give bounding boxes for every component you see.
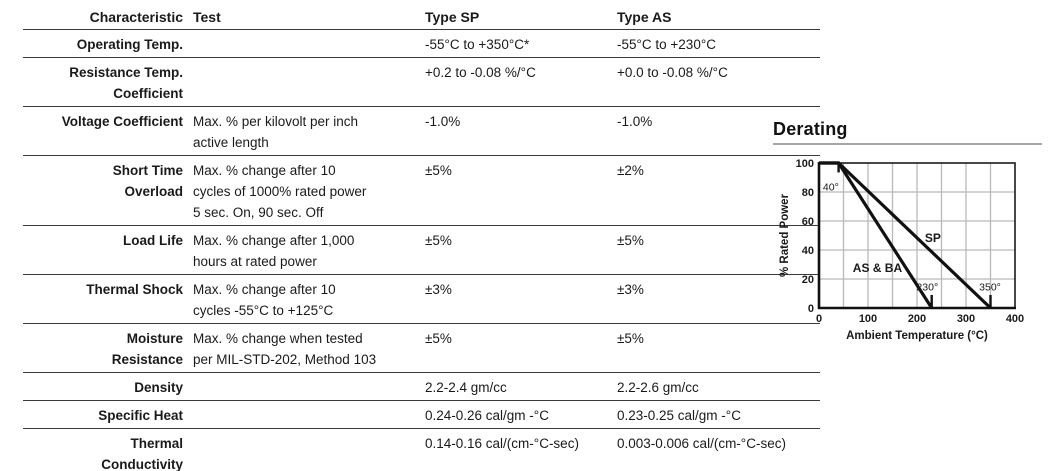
type-as-cell: ±2%: [617, 163, 644, 178]
x-tick-label: 100: [859, 313, 877, 325]
type-sp-cell: 0.14-0.16 cal/(cm-°C-sec): [425, 436, 579, 451]
type-as-cell: ±5%: [617, 233, 644, 248]
col-header-test: Test: [193, 9, 221, 25]
x-tick-label: 200: [908, 313, 926, 325]
y-tick-label: 20: [802, 274, 814, 286]
type-sp-cell: ±5%: [425, 331, 452, 346]
y-tick-label: 60: [802, 216, 814, 228]
y-tick-label: 100: [796, 158, 814, 170]
table-row: Moisture Resistance Max. % change when te…: [23, 324, 820, 373]
characteristic-cell: Thermal Shock: [86, 282, 183, 297]
derating-section-title: Derating: [773, 117, 1042, 145]
test-cell: Max. % change after 1,000 hours at rated…: [193, 233, 355, 269]
type-as-cell: 2.2-2.6 gm/cc: [617, 380, 699, 395]
table-row: Voltage Coefficient Max. % per kilovolt p…: [23, 107, 820, 156]
characteristic-cell: Specific Heat: [98, 408, 183, 423]
test-cell: [183, 373, 425, 400]
table-row: Density 2.2-2.4 gm/cc 2.2-2.6 gm/cc: [23, 373, 820, 401]
test-cell: Max. % change after 10 cycles -55°C to +…: [193, 282, 336, 318]
x-tick-label: 400: [1006, 313, 1024, 325]
derating-chart-svg: 0 20 40 60 80 100 0 100 200 300 400 Ambient Tempera…: [779, 158, 1024, 342]
annotation-as-ba: AS & BA: [853, 261, 903, 275]
type-as-cell: ±5%: [617, 331, 644, 346]
test-cell: [183, 401, 425, 428]
table-row: Short Time Overload Max. % change after 1…: [23, 156, 820, 226]
type-as-cell: -55°C to +230°C: [617, 37, 716, 52]
type-as-cell: +0.0 to -0.08 %/°C: [617, 65, 728, 80]
characteristic-cell: Operating Temp.: [76, 37, 183, 52]
characteristic-cell: Load Life: [123, 233, 183, 248]
type-as-cell: 0.23-0.25 cal/gm -°C: [617, 408, 741, 423]
y-tick-label: 80: [802, 187, 814, 199]
characteristic-cell: Short Time Overload: [112, 163, 183, 199]
x-tick-label: 300: [957, 313, 975, 325]
characteristic-cell: Moisture Resistance: [111, 331, 183, 367]
table-row: Operating Temp. -55°C to +350°C* -55°C to …: [23, 30, 820, 58]
type-sp-cell: -55°C to +350°C*: [425, 37, 530, 52]
x-axis-label: Ambient Temperature (°C): [846, 330, 988, 342]
test-cell: [183, 429, 425, 471]
type-sp-cell: ±3%: [425, 282, 452, 297]
y-tick-label: 0: [808, 303, 814, 315]
characteristic-cell: Voltage Coefficient: [61, 114, 183, 129]
annotation-40-: 40°: [823, 182, 839, 194]
type-as-cell: ±3%: [617, 282, 644, 297]
test-cell: [183, 30, 425, 57]
table-row: Resistance Temp. Coefficient +0.2 to -0.0…: [23, 58, 820, 107]
test-cell: Max. % per kilovolt per inch active leng…: [193, 114, 359, 150]
annotation-230-: 230°: [916, 282, 938, 294]
characteristic-cell: Thermal Conductivity: [101, 436, 183, 471]
type-sp-cell: ±5%: [425, 163, 452, 178]
type-sp-cell: +0.2 to -0.08 %/°C: [425, 65, 536, 80]
type-sp-cell: -1.0%: [425, 114, 461, 129]
table-row: Thermal Conductivity 0.14-0.16 cal/(cm-°C…: [23, 429, 820, 471]
table-header-row: Characteristic Test Type SP Type AS: [23, 2, 820, 30]
type-as-cell: -1.0%: [617, 114, 653, 129]
annotation-sp: SP: [925, 231, 941, 245]
y-axis-label: % Rated Power: [779, 193, 791, 277]
x-tick-label: 0: [816, 313, 822, 325]
col-header-type-sp: Type SP: [425, 9, 480, 25]
test-cell: Max. % change when tested per MIL-STD-20…: [193, 331, 377, 367]
test-cell: Max. % change after 10 cycles of 1000% r…: [193, 163, 367, 220]
col-header-type-as: Type AS: [617, 9, 672, 25]
spec-table: Characteristic Test Type SP Type AS Oper…: [23, 2, 820, 471]
annotation-350-: 350°: [979, 282, 1001, 294]
table-row: Load Life Max. % change after 1,000 hours…: [23, 226, 820, 275]
type-sp-cell: 0.24-0.26 cal/gm -°C: [425, 408, 549, 423]
col-header-characteristic: Characteristic: [89, 9, 183, 25]
type-sp-cell: 2.2-2.4 gm/cc: [425, 380, 507, 395]
series-line-sp: [819, 161, 992, 310]
type-sp-cell: ±5%: [425, 233, 452, 248]
table-body: Operating Temp. -55°C to +350°C* -55°C to …: [23, 30, 820, 471]
characteristic-cell: Density: [134, 380, 183, 395]
table-row: Specific Heat 0.24-0.26 cal/gm -°C 0.23-0.…: [23, 401, 820, 429]
table-row: Thermal Shock Max. % change after 10 cycl…: [23, 275, 820, 324]
type-as-cell: 0.003-0.006 cal/(cm-°C-sec): [617, 436, 786, 451]
test-cell: [183, 58, 425, 106]
characteristic-cell: Resistance Temp. Coefficient: [69, 65, 183, 101]
derating-chart: 0 20 40 60 80 100 0 100 200 300 400 Ambient Tempera…: [778, 155, 1049, 355]
y-tick-label: 40: [802, 245, 814, 257]
